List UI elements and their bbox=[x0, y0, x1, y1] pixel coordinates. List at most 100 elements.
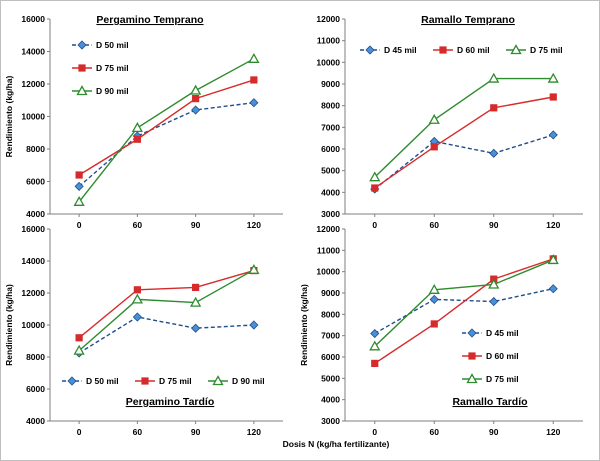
y-tick-label: 4000 bbox=[321, 395, 340, 405]
data-point bbox=[547, 254, 559, 265]
legend-marker bbox=[510, 44, 522, 55]
data-point bbox=[488, 278, 500, 289]
legend: D 50 mil D 75 mil D 90 mil bbox=[62, 375, 265, 386]
y-tick-label: 10000 bbox=[21, 112, 45, 122]
x-tick-label: 60 bbox=[430, 427, 440, 437]
y-tick-label: 12000 bbox=[316, 14, 340, 24]
legend-label: D 45 mil bbox=[486, 328, 519, 338]
legend-marker bbox=[466, 373, 478, 384]
panel-3: 4000 6000 8000 10000 12000 14000 16000 0 60 90 120… bbox=[4, 224, 283, 437]
y-tick-label: 3000 bbox=[321, 209, 340, 219]
data-point bbox=[429, 294, 439, 304]
y-tick-label: 12000 bbox=[316, 224, 340, 234]
x-tick-label: 90 bbox=[191, 427, 201, 437]
legend-marker bbox=[212, 375, 224, 386]
y-tick-label: 4000 bbox=[26, 209, 45, 219]
panel-2: 3000 4000 5000 6000 7000 8000 9000 10000 11000 12… bbox=[316, 14, 583, 230]
panel-1: 4000 6000 8000 10000 12000 14000 16000 0 60 90 120… bbox=[4, 14, 283, 230]
data-point bbox=[133, 286, 141, 294]
legend-marker bbox=[76, 85, 88, 96]
y-tick-label: 4000 bbox=[26, 416, 45, 426]
data-point bbox=[74, 181, 84, 191]
y-tick-label: 5000 bbox=[321, 166, 340, 176]
data-point bbox=[191, 105, 201, 115]
legend-label: D 90 mil bbox=[96, 86, 129, 96]
legend-label: D 60 mil bbox=[486, 351, 519, 361]
series-2 bbox=[75, 76, 258, 179]
panel-title: Ramallo Temprano bbox=[421, 14, 515, 26]
x-tick-label: 0 bbox=[77, 427, 82, 437]
data-point bbox=[430, 320, 438, 328]
legend-label: D 75 mil bbox=[159, 376, 192, 386]
series-line bbox=[374, 134, 554, 190]
data-point bbox=[131, 293, 143, 304]
x-tick-label: 90 bbox=[489, 220, 499, 230]
data-point bbox=[548, 284, 558, 294]
data-point bbox=[131, 122, 143, 133]
y-tick-label: 8000 bbox=[26, 352, 45, 362]
legend-marker bbox=[365, 45, 375, 55]
x-tick-label: 0 bbox=[77, 220, 82, 230]
series-3 bbox=[73, 52, 260, 206]
legend-label: D 90 mil bbox=[232, 376, 265, 386]
y-tick-label: 3000 bbox=[321, 416, 340, 426]
data-point bbox=[489, 296, 499, 307]
x-tick-label: 90 bbox=[191, 220, 201, 230]
data-point bbox=[371, 359, 379, 368]
series-line bbox=[78, 269, 255, 352]
legend-marker bbox=[141, 377, 149, 385]
data-point bbox=[369, 340, 381, 351]
x-tick-label: 60 bbox=[133, 220, 143, 230]
y-tick-label: 7000 bbox=[321, 122, 340, 132]
y-tick-label: 10000 bbox=[316, 57, 340, 67]
panel-title: Pergamino Tardío bbox=[126, 396, 215, 408]
y-tick-label: 8000 bbox=[321, 309, 340, 319]
legend: D 45 mil D 60 mil D 75 mil bbox=[360, 44, 563, 55]
data-point bbox=[428, 113, 440, 124]
shared-x-axis-label: Dosis N (kg/ha fertilizante) bbox=[283, 439, 390, 449]
legend-marker bbox=[439, 46, 447, 54]
y-tick-label: 8000 bbox=[26, 144, 45, 154]
data-point bbox=[371, 184, 379, 192]
x-tick-label: 120 bbox=[247, 220, 261, 230]
y-axis-label: Rendimiento (kg/ha) bbox=[4, 75, 14, 157]
data-point bbox=[75, 171, 83, 179]
data-point bbox=[248, 52, 260, 63]
data-point bbox=[190, 296, 202, 307]
data-point bbox=[133, 135, 141, 143]
y-tick-label: 9000 bbox=[321, 288, 340, 298]
legend-label: D 50 mil bbox=[86, 376, 119, 386]
data-point bbox=[192, 283, 200, 292]
legend-marker bbox=[67, 376, 77, 386]
data-point bbox=[132, 312, 142, 322]
series-line bbox=[78, 316, 254, 354]
y-tick-label: 9000 bbox=[321, 79, 340, 89]
series-line bbox=[374, 96, 554, 189]
series-line bbox=[78, 79, 255, 176]
y-tick-label: 11000 bbox=[317, 36, 340, 46]
y-tick-label: 16000 bbox=[21, 224, 45, 234]
y-tick-label: 12000 bbox=[21, 79, 45, 89]
data-point bbox=[192, 95, 200, 103]
y-tick-label: 16000 bbox=[21, 14, 45, 24]
series-3 bbox=[369, 254, 559, 351]
legend: D 50 mil D 75 mil D 90 mil bbox=[72, 40, 129, 96]
y-tick-label: 10000 bbox=[21, 320, 45, 330]
y-tick-label: 12000 bbox=[21, 288, 45, 298]
data-point bbox=[370, 328, 380, 339]
x-tick-label: 120 bbox=[247, 427, 261, 437]
x-tick-label: 90 bbox=[489, 427, 499, 437]
data-point bbox=[250, 76, 258, 84]
y-axis-label: Rendimiento (kg/ha) bbox=[299, 284, 309, 366]
series-line bbox=[374, 77, 554, 178]
data-point bbox=[488, 72, 500, 83]
x-tick-label: 120 bbox=[546, 427, 560, 437]
data-point bbox=[369, 171, 381, 182]
y-tick-label: 7000 bbox=[321, 331, 340, 341]
x-tick-label: 120 bbox=[546, 220, 560, 230]
series-3 bbox=[369, 72, 559, 182]
series-2 bbox=[371, 93, 557, 192]
data-point bbox=[73, 344, 85, 355]
legend-label: D 45 mil bbox=[384, 45, 417, 55]
